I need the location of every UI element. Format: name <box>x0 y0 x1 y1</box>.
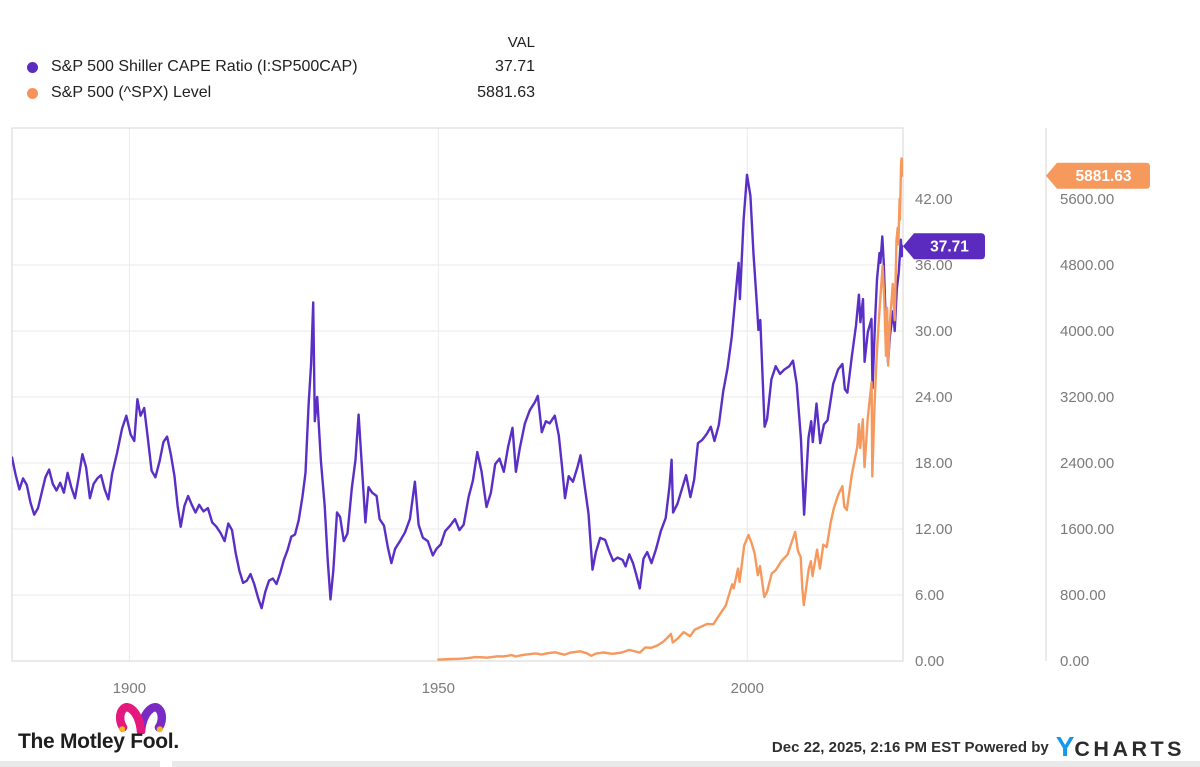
cape-series-value: 37.71 <box>494 58 535 75</box>
attribution: Dec 22, 2025, 2:16 PM EST Powered by Y C… <box>772 733 1185 761</box>
motley-fool-wordmark: The Motley Fool. <box>18 730 179 753</box>
spx-axis-tick-label: 4000.00 <box>1060 323 1114 340</box>
spx-value-badge <box>1046 162 1150 189</box>
legend-row-spx: S&P 500 (^SPX) Level 5881.63 <box>20 80 535 106</box>
spx-axis-tick-label: 800.00 <box>1060 587 1106 604</box>
cape-value-badge-text: 37.71 <box>930 239 969 256</box>
jester-hat-icon <box>115 703 167 734</box>
spx-axis-tick-label: 1600.00 <box>1060 521 1114 538</box>
cape-axis-tick-label: 18.00 <box>915 455 953 472</box>
cape-axis-tick-label: 42.00 <box>915 191 953 208</box>
x-axis-tick-label: 1950 <box>422 680 455 697</box>
ycharts-wordmark: CHARTS <box>1074 737 1185 761</box>
cape-series-line <box>12 173 903 610</box>
cape-axis-tick-label: 24.00 <box>915 389 953 406</box>
ycharts-y-icon: Y <box>1055 731 1075 762</box>
x-axis-tick-label: 2000 <box>731 680 764 697</box>
cape-series-label: S&P 500 Shiller CAPE Ratio (I:SP500CAP) <box>51 58 358 75</box>
spx-axis-tick-label: 0.00 <box>1060 653 1089 670</box>
cape-axis-tick-label: 30.00 <box>915 323 953 340</box>
cape-axis-tick-label: 0.00 <box>915 653 944 670</box>
spx-value-badge-text: 5881.63 <box>1075 168 1131 185</box>
spx-series-dot-icon <box>27 87 38 99</box>
spx-series-label: S&P 500 (^SPX) Level <box>51 84 212 101</box>
footer: The Motley Fool. Dec 22, 2025, 2:16 PM E… <box>0 700 1200 761</box>
spx-axis-tick-label: 2400.00 <box>1060 455 1114 472</box>
legend-row-cape: S&P 500 Shiller CAPE Ratio (I:SP500CAP) … <box>20 54 535 80</box>
legend: VAL S&P 500 Shiller CAPE Ratio (I:SP500C… <box>20 32 535 106</box>
spx-axis-tick-label: 3200.00 <box>1060 389 1114 406</box>
cape-series-dot-icon <box>27 61 38 73</box>
spx-axis-tick-label: 5600.00 <box>1060 191 1114 208</box>
plot-border <box>11 127 904 662</box>
bottom-divider <box>0 761 1200 767</box>
timestamp-text: Dec 22, 2025, 2:16 PM EST Powered by <box>771 738 1049 756</box>
cape-axis-tick-label: 36.00 <box>915 257 953 274</box>
spx-series-value: 5881.63 <box>477 84 535 101</box>
x-axis-tick-label: 1900 <box>113 680 146 697</box>
cape-value-badge <box>903 233 985 260</box>
ycharts-logo: Y CHARTS <box>1056 733 1185 761</box>
spx-series-line <box>437 157 903 661</box>
spx-axis-tick-label: 4800.00 <box>1060 257 1114 274</box>
legend-val-header: VAL <box>507 34 535 51</box>
cape-axis-tick-label: 12.00 <box>915 521 953 538</box>
cape-axis-tick-label: 6.00 <box>915 587 944 604</box>
